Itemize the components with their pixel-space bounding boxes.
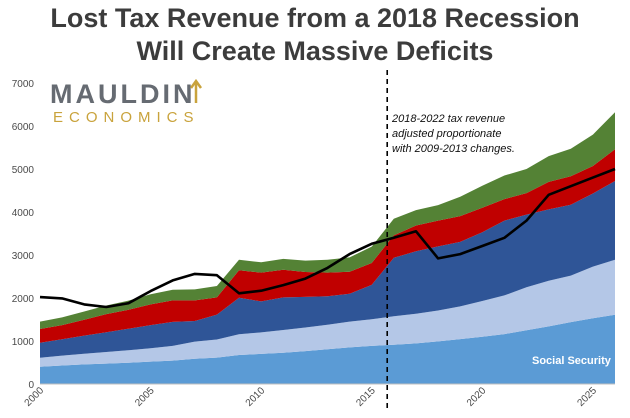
x-tick-label: 2015 (354, 385, 378, 409)
x-tick-label: 2010 (244, 385, 268, 409)
annotation-line-3: with 2009-2013 changes. (392, 143, 515, 155)
x-tick-label: 2000 (23, 385, 47, 409)
y-tick-label: 1000 (12, 337, 35, 348)
y-axis-ticks: 0 1000 2000 3000 4000 5000 6000 7000 (12, 79, 35, 391)
total-line-series (39, 167, 616, 309)
logo-text-economics: ECONOMICS (53, 109, 200, 126)
mauldin-logo: MAULDIN ECONOMICS (50, 78, 203, 126)
y-tick-label: 2000 (12, 294, 35, 305)
area-series-1 (40, 314, 615, 384)
stacked-areas (40, 112, 615, 384)
x-tick-label: 2005 (133, 385, 157, 409)
area-series-3 (40, 181, 615, 358)
annotation-line-2: adjusted proportionate (392, 128, 501, 140)
chart-title: Lost Tax Revenue from a 2018 Recession W… (0, 2, 630, 68)
series-label-social-security: Social Security (532, 355, 612, 367)
x-tick-label: 2025 (575, 385, 599, 409)
chart-title-line-2: Will Create Massive Deficits (136, 36, 494, 66)
logo-arrow-icon (189, 78, 203, 103)
y-tick-label: 7000 (12, 79, 35, 90)
y-tick-label: 4000 (12, 208, 35, 219)
annotation: 2018-2022 tax revenue adjusted proportio… (391, 113, 515, 155)
chart-title-line-1: Lost Tax Revenue from a 2018 Recession (50, 3, 580, 33)
annotation-line-1: 2018-2022 tax revenue (391, 113, 505, 125)
y-tick-label: 3000 (12, 251, 35, 262)
x-axis-ticks: 2000 2005 2010 2015 2020 2025 (23, 385, 600, 409)
y-tick-label: 6000 (12, 122, 35, 133)
area-series-4 (40, 149, 615, 343)
y-tick-label: 5000 (12, 165, 35, 176)
area-series-2 (40, 259, 615, 367)
line-series-path (39, 167, 616, 309)
y-tick-label: 0 (28, 380, 34, 391)
logo-text-mauldin: MAULDIN (50, 79, 195, 109)
x-tick-label: 2020 (465, 385, 489, 409)
